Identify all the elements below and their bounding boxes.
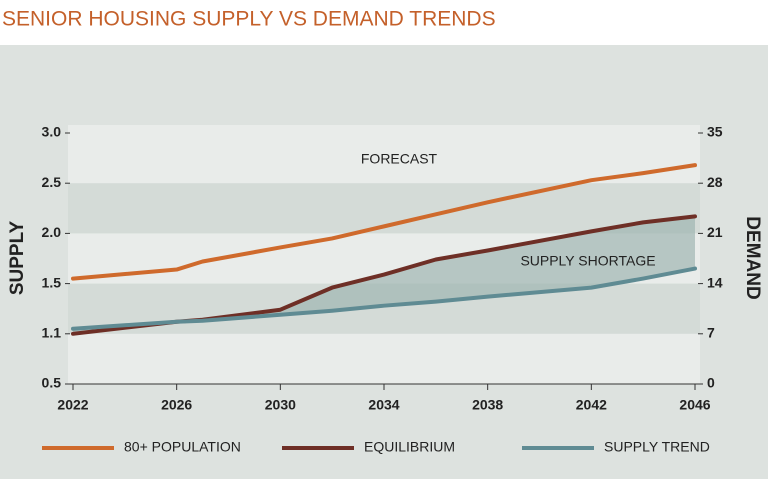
y2-tick-label: 14 [707, 274, 723, 290]
x-tick-label: 2026 [161, 397, 192, 413]
y-tick-label: 0.5 [42, 375, 62, 391]
y-tick-label: 3.0 [42, 124, 62, 140]
x-tick-label: 2022 [57, 397, 88, 413]
y-tick-label: 1.1 [42, 325, 62, 341]
legend-label: 80+ POPULATION [124, 439, 241, 455]
chart-title: SENIOR HOUSING SUPPLY VS DEMAND TRENDS [2, 8, 496, 31]
legend-label: EQUILIBRIUM [364, 439, 455, 455]
y2-tick-label: 7 [707, 325, 715, 341]
y2-tick-label: 35 [707, 124, 723, 140]
legend-label: SUPPLY TREND [604, 439, 710, 455]
x-tick-label: 2042 [576, 397, 607, 413]
x-tick-label: 2046 [679, 397, 710, 413]
x-tick-label: 2030 [265, 397, 296, 413]
annotation: FORECAST [361, 151, 438, 167]
y-tick-label: 2.0 [42, 224, 62, 240]
y2-tick-label: 0 [707, 375, 715, 391]
y2-tick-label: 28 [707, 174, 723, 190]
y2-tick-label: 21 [707, 224, 723, 240]
y-tick-label: 1.5 [42, 274, 62, 290]
y-axis-label: SUPPLY [7, 221, 28, 296]
series-line [71, 266, 697, 331]
y-tick-label: 2.5 [42, 174, 62, 190]
x-tick-label: 2038 [472, 397, 503, 413]
series-line [71, 163, 697, 281]
y2-axis-label: DEMAND [742, 216, 763, 299]
x-tick-label: 2034 [368, 397, 399, 413]
annotation: SUPPLY SHORTAGE [520, 253, 655, 269]
